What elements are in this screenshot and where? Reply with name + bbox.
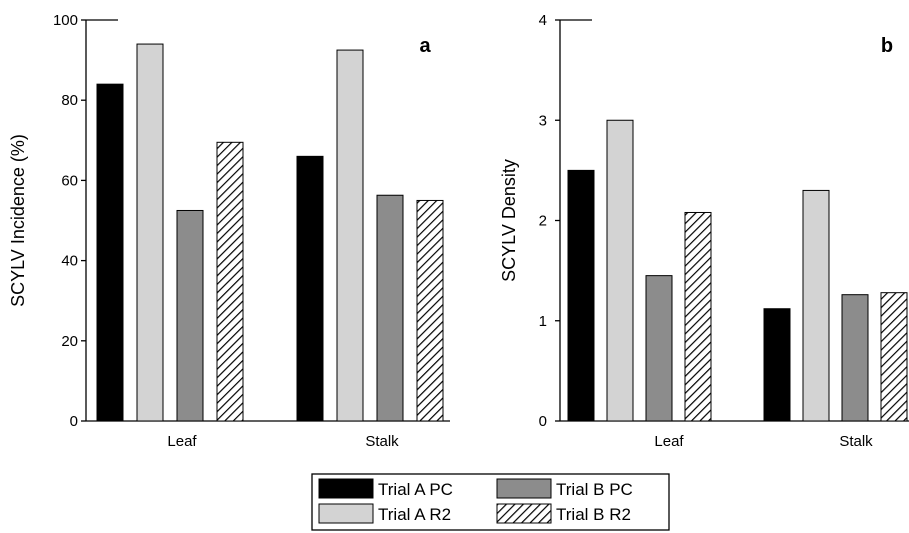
x-category-label: Stalk [365, 433, 399, 450]
bar-stalk-series-4 [880, 292, 908, 422]
chart-panel-b: 0 1 2 3 4 SCYLV Density b Leaf Stalk [499, 12, 909, 450]
y-tick-label: 60 [61, 172, 78, 189]
bar-stalk-series-3 [376, 194, 404, 422]
y-tick-label: 0 [70, 413, 78, 430]
legend-swatch [496, 503, 552, 524]
chart-panel-a: 0 20 40 60 80 100 SCYLV Incidence (%) a Leaf Stal… [8, 12, 450, 450]
y-axis-title: SCYLV Incidence (%) [8, 134, 28, 307]
bar-stalk-series-1 [763, 308, 791, 422]
y-tick-label: 3 [539, 112, 547, 129]
panel-label: a [419, 35, 431, 57]
bar-leaf-series-2 [606, 119, 634, 422]
bar-stalk-series-2 [802, 189, 830, 422]
y-tick-label: 0 [539, 413, 547, 430]
y-axis-title: SCYLV Density [499, 159, 519, 282]
x-category-label: Stalk [839, 433, 873, 450]
y-tick-label: 80 [61, 92, 78, 109]
bar-stalk-series-4 [416, 199, 444, 422]
y-tick-label: 1 [539, 313, 547, 330]
y-tick-label: 2 [539, 213, 547, 230]
bar-leaf-series-3 [645, 275, 673, 422]
bar-leaf-series-2 [136, 43, 164, 422]
bar-leaf-series-4 [684, 211, 712, 422]
y-tick-label: 100 [53, 12, 78, 29]
bar-stalk-series-1 [296, 155, 324, 422]
bar-leaf-series-3 [176, 209, 204, 422]
panel-label: b [881, 35, 893, 57]
legend-label: Trial A R2 [378, 505, 451, 524]
y-tick-label: 20 [61, 333, 78, 350]
bar-leaf-series-4 [216, 141, 244, 422]
bar-leaf-series-1 [96, 83, 124, 422]
legend: Trial A PC Trial B PC Trial A R2 Trial B R2 [311, 473, 670, 531]
y-tick-label: 4 [539, 12, 547, 29]
legend-swatch [318, 478, 374, 499]
y-tick-label: 40 [61, 253, 78, 270]
legend-label: Trial B PC [556, 480, 633, 499]
legend-swatch [318, 503, 374, 524]
legend-label: Trial A PC [378, 480, 453, 499]
x-category-label: Leaf [167, 433, 197, 450]
bar-leaf-series-1 [567, 169, 595, 422]
legend-label: Trial B R2 [556, 505, 631, 524]
legend-swatch [496, 478, 552, 499]
bar-stalk-series-3 [841, 294, 869, 422]
bar-stalk-series-2 [336, 49, 364, 422]
x-category-label: Leaf [654, 433, 684, 450]
